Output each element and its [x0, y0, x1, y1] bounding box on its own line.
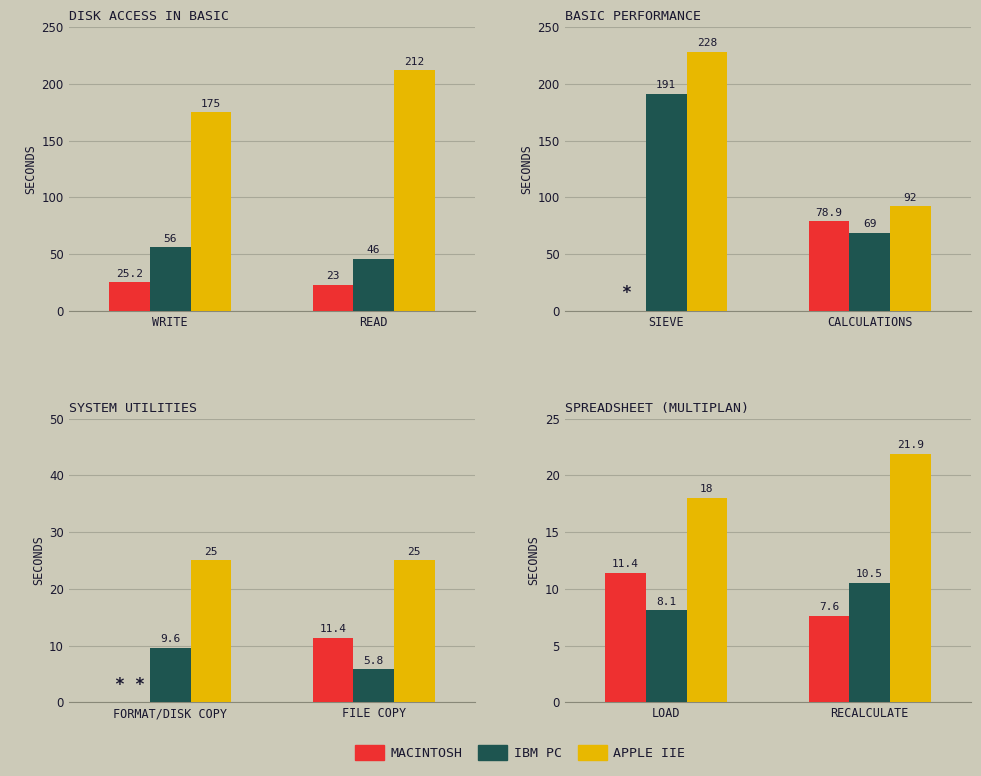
Text: 46: 46 [367, 245, 381, 255]
Text: 8.1: 8.1 [656, 597, 677, 607]
Bar [687, 498, 727, 702]
Text: 228: 228 [697, 39, 717, 48]
Legend: MACINTOSH, IBM PC, APPLE IIE: MACINTOSH, IBM PC, APPLE IIE [349, 740, 691, 765]
Bar [394, 560, 435, 702]
Text: 9.6: 9.6 [160, 634, 181, 644]
Bar [687, 52, 727, 311]
Bar [645, 94, 687, 311]
Bar [645, 611, 687, 702]
Bar [808, 616, 850, 702]
Text: 56: 56 [164, 234, 177, 244]
Text: 11.4: 11.4 [320, 624, 346, 634]
Text: BASIC PERFORMANCE: BASIC PERFORMANCE [565, 10, 700, 23]
Text: SYSTEM UTILITIES: SYSTEM UTILITIES [69, 402, 196, 414]
Bar [808, 221, 850, 311]
Bar [313, 285, 353, 311]
Text: * *: * * [115, 676, 144, 694]
Text: 11.4: 11.4 [612, 559, 640, 570]
Y-axis label: SECONDS: SECONDS [31, 535, 45, 585]
Bar [890, 206, 931, 311]
Bar [890, 454, 931, 702]
Text: 23: 23 [326, 271, 339, 281]
Text: 212: 212 [404, 57, 425, 67]
Bar [394, 71, 435, 311]
Bar [850, 233, 890, 311]
Text: 18: 18 [700, 484, 714, 494]
Bar [109, 282, 150, 311]
Bar [190, 560, 232, 702]
Bar [190, 113, 232, 311]
Text: 191: 191 [656, 81, 677, 91]
Bar [353, 258, 394, 311]
Text: 175: 175 [201, 99, 221, 109]
Bar [150, 648, 190, 702]
Y-axis label: SECONDS: SECONDS [25, 144, 37, 194]
Bar [150, 248, 190, 311]
Text: 25.2: 25.2 [116, 268, 143, 279]
Text: 7.6: 7.6 [819, 602, 839, 612]
Text: DISK ACCESS IN BASIC: DISK ACCESS IN BASIC [69, 10, 229, 23]
Text: 25: 25 [204, 547, 218, 556]
Text: 92: 92 [904, 192, 917, 203]
Y-axis label: SECONDS: SECONDS [528, 535, 541, 585]
Y-axis label: SECONDS: SECONDS [520, 144, 534, 194]
Text: 78.9: 78.9 [815, 208, 843, 217]
Text: 10.5: 10.5 [856, 570, 883, 580]
Text: 69: 69 [863, 219, 876, 229]
Text: SPREADSHEET (MULTIPLAN): SPREADSHEET (MULTIPLAN) [565, 402, 749, 414]
Bar [605, 573, 645, 702]
Bar [313, 638, 353, 702]
Bar [850, 583, 890, 702]
Text: 5.8: 5.8 [363, 656, 384, 666]
Text: 25: 25 [407, 547, 421, 556]
Text: *: * [621, 284, 631, 303]
Text: 21.9: 21.9 [897, 440, 924, 450]
Bar [353, 670, 394, 702]
